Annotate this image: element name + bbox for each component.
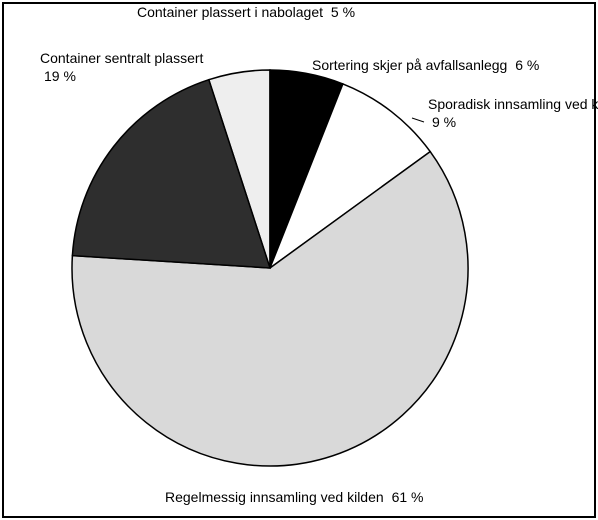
pie-slice: [71, 150, 469, 467]
category-label: Container plassert i nabolaget: [137, 4, 324, 20]
value-label: 61 %: [391, 489, 424, 505]
value-label: 19 %: [44, 68, 76, 84]
slice-label: Container sentralt plassert 19 %: [40, 49, 203, 85]
leader-line: [411, 117, 425, 123]
slice-label: Regelmessig innsamling ved kilden 61 %: [165, 488, 495, 506]
slice-label: Container plassert i nabolaget 5 %: [137, 3, 437, 21]
category-label: Sortering skjer på avfallsanlegg: [312, 57, 508, 73]
category-label: Regelmessig innsamling ved kilden: [165, 489, 384, 505]
category-label: Sporadisk innsamling ved kilden: [428, 96, 598, 112]
slice-label: Sporadisk innsamling ved kilden 9 %: [428, 95, 598, 131]
category-label: Container sentralt plassert: [40, 50, 204, 66]
slice-label: Sortering skjer på avfallsanlegg 6 %: [312, 56, 598, 74]
value-label: 5 %: [330, 4, 356, 20]
pie-slice: [71, 78, 272, 269]
value-label: 6 %: [515, 57, 540, 73]
pie-slice: [268, 82, 432, 271]
value-label: 9 %: [432, 114, 457, 130]
